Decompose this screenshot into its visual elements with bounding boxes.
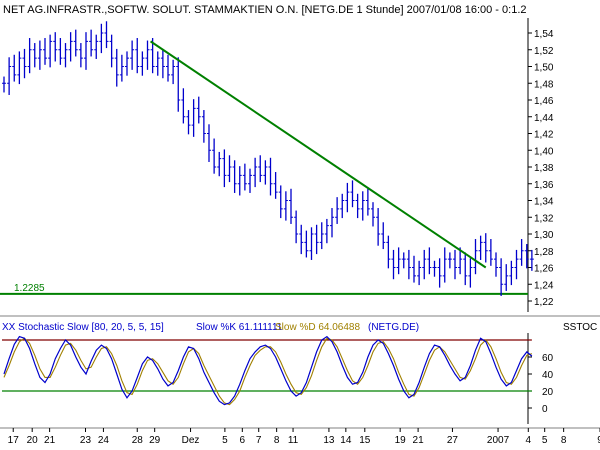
price-y-tick-label: 1,26 [534, 264, 554, 275]
oscillator-title-d: Slow %D 64.06488 [275, 322, 360, 333]
price-chart-title: NET AG.INFRASTR.,SOFTW. SOLUT. STAMMAKTI… [3, 4, 527, 16]
x-tick-label: 8 [274, 435, 280, 446]
x-tick-label: 4 [526, 435, 532, 446]
price-y-tick-label: 1,54 [534, 29, 554, 40]
oscillator-y-tick-label: 0 [542, 404, 548, 415]
x-tick-label: 5 [542, 435, 548, 446]
x-tick-label: 2007 [487, 435, 510, 446]
price-y-tick-label: 1,42 [534, 130, 554, 141]
x-tick-label: 13 [323, 435, 335, 446]
oscillator-axis-label: SSTOC [563, 322, 597, 333]
trendline [150, 40, 487, 269]
support-line-label: 1.2285 [14, 283, 45, 294]
price-y-tick-label: 1,30 [534, 230, 554, 241]
x-tick-label: Dez [182, 435, 200, 446]
x-tick-label: 21 [44, 435, 56, 446]
price-y-tick-label: 1,32 [534, 213, 554, 224]
price-y-tick-label: 1,34 [534, 197, 554, 208]
price-y-tick-label: 1,28 [534, 247, 554, 258]
price-y-tick-label: 1,44 [534, 113, 554, 124]
x-tick-label: 23 [80, 435, 92, 446]
x-tick-label: 5 [222, 435, 228, 446]
oscillator-y-tick-label: 20 [542, 387, 554, 398]
x-tick-label: 21 [413, 435, 425, 446]
stochastic-k-line [3, 335, 533, 406]
x-tick-label: 8 [561, 435, 567, 446]
x-tick-label: 27 [447, 435, 459, 446]
price-y-tick-label: 1,50 [534, 63, 554, 74]
price-y-tick-label: 1,22 [534, 297, 554, 308]
x-tick-label: 19 [395, 435, 407, 446]
oscillator-title-k: Slow %K 61.111111 [196, 322, 283, 333]
x-tick-label: 24 [98, 435, 110, 446]
price-y-tick-label: 1,38 [534, 163, 554, 174]
x-tick-label: 17 [8, 435, 20, 446]
oscillator-title: XX Stochastic Slow [80, 20, 5, 5, 15] Sl… [2, 322, 419, 333]
x-tick-label: 14 [340, 435, 352, 446]
x-tick-label: 9 [597, 435, 600, 446]
x-tick-label: 29 [149, 435, 161, 446]
price-y-tick-label: 1,48 [534, 79, 554, 90]
price-y-tick-label: 1,24 [534, 280, 554, 291]
oscillator-y-tick-label: 60 [542, 353, 554, 364]
x-tick-label: 15 [359, 435, 371, 446]
price-y-tick-label: 1,40 [534, 146, 554, 157]
price-y-tick-label: 1,46 [534, 96, 554, 107]
oscillator-y-tick-label: 40 [542, 370, 554, 381]
x-tick-label: 6 [240, 435, 246, 446]
price-y-tick-label: 1,52 [534, 46, 554, 57]
oscillator-title-main: XX Stochastic Slow [80, 20, 5, 5, 15] [2, 322, 164, 333]
x-tick-label: 11 [288, 435, 299, 446]
x-tick-label: 20 [27, 435, 39, 446]
price-y-tick-label: 1,36 [534, 180, 554, 191]
x-tick-label: 28 [132, 435, 144, 446]
x-tick-label: 7 [256, 435, 262, 446]
oscillator-title-symbol: (NETG.DE) [368, 322, 419, 333]
